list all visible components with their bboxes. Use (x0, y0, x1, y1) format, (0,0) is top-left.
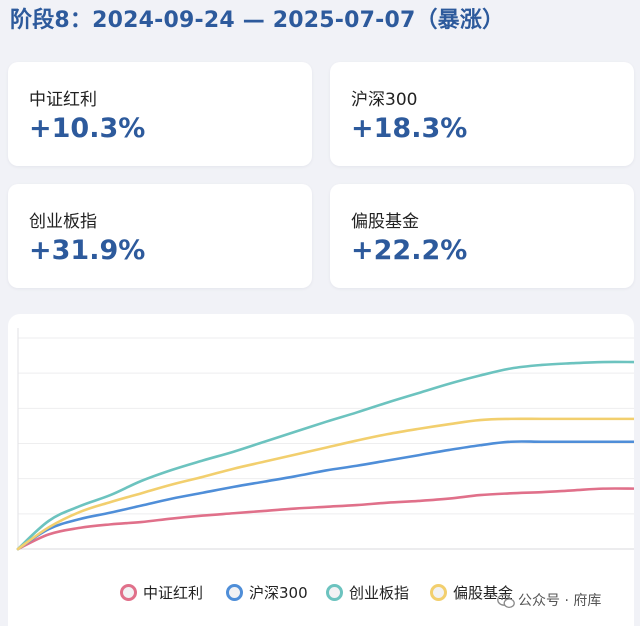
wechat-icon (497, 593, 515, 608)
stat-card-csi-dividend: 中证红利 +10.3% (8, 62, 312, 166)
series-line-1 (16, 440, 634, 551)
series-line-2 (16, 360, 634, 551)
line-chart (16, 328, 634, 551)
page-title: 阶段8：2024-09-24 — 2025-07-07（暴涨） (10, 8, 505, 33)
card-label: 沪深300 (351, 90, 418, 110)
legend-swatch (326, 584, 343, 601)
series-line-0 (16, 487, 634, 551)
stat-card-csi300: 沪深300 +18.3% (330, 62, 634, 166)
card-value: +10.3% (29, 113, 146, 144)
chart-legend: 中证红利 沪深300 创业板指 偏股基金 (8, 582, 634, 606)
watermark-text: 公众号 · 府库 (518, 593, 602, 609)
series-line-3 (16, 417, 634, 551)
watermark: 公众号 · 府库 (497, 590, 601, 612)
legend-swatch (226, 584, 243, 601)
card-label: 创业板指 (29, 212, 97, 232)
card-value: +31.9% (29, 235, 146, 266)
card-label: 偏股基金 (351, 212, 419, 232)
legend-label: 沪深300 (249, 584, 308, 602)
chart-panel: 中证红利 沪深300 创业板指 偏股基金 (8, 314, 634, 626)
card-value: +22.2% (351, 235, 468, 266)
card-label: 中证红利 (29, 90, 97, 110)
legend-swatch (430, 584, 447, 601)
card-value: +18.3% (351, 113, 468, 144)
stat-card-equity-fund: 偏股基金 +22.2% (330, 184, 634, 288)
legend-swatch (120, 584, 137, 601)
legend-label: 创业板指 (349, 584, 410, 602)
legend-label: 中证红利 (143, 584, 204, 602)
stat-card-chinext: 创业板指 +31.9% (8, 184, 312, 288)
